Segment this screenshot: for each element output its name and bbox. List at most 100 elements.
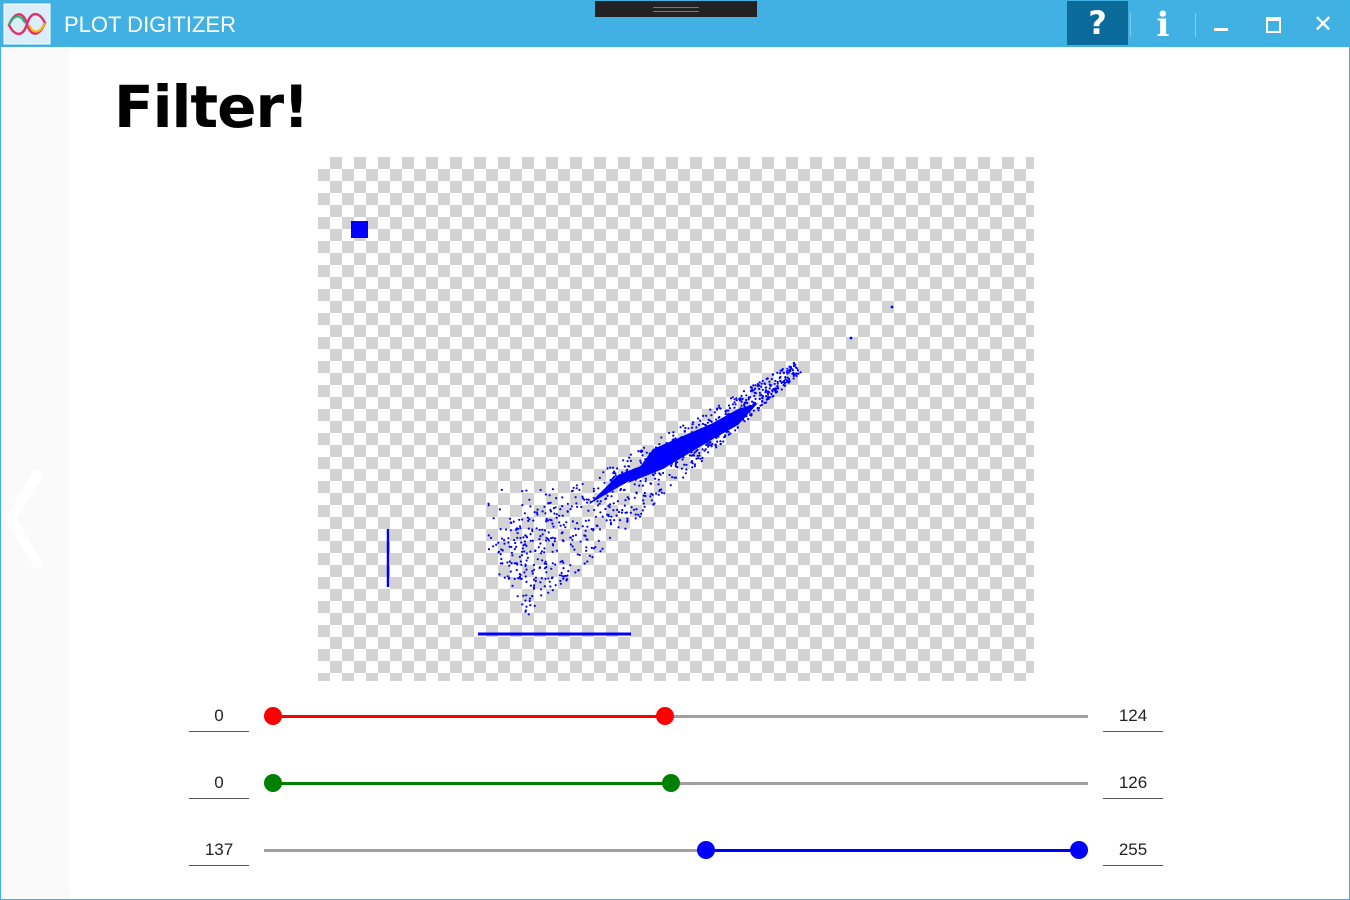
maximize-button[interactable]: [1253, 1, 1293, 45]
scatter-point: [761, 397, 764, 400]
scatter-point: [639, 461, 642, 464]
scatter-point: [559, 579, 562, 583]
scatter-point: [506, 575, 509, 578]
scatter-point: [503, 542, 506, 545]
scatter-point: [644, 458, 647, 461]
scatter-point: [523, 571, 526, 574]
scatter-point: [580, 505, 583, 509]
scatter-point: [794, 372, 797, 375]
scatter-point: [543, 505, 546, 508]
scatter-point: [519, 573, 522, 576]
scatter-point: [745, 413, 748, 417]
scatter-point: [741, 415, 744, 418]
scatter-point: [780, 388, 783, 391]
blue-min-field[interactable]: 137: [189, 835, 249, 866]
scatter-point: [747, 398, 750, 401]
scatter-point: [558, 514, 561, 517]
blue-range-fill: [706, 849, 1079, 852]
blue-max-field[interactable]: 255: [1103, 835, 1163, 866]
green-min-handle[interactable]: [264, 774, 282, 792]
scatter-point: [511, 584, 514, 587]
scatter-point: [687, 427, 690, 430]
scatter-point: [641, 454, 644, 457]
scatter-point: [611, 477, 614, 480]
red-range-fill: [273, 715, 665, 718]
green-max-field[interactable]: 126: [1103, 768, 1163, 799]
scatter-point: [673, 476, 676, 479]
scatter-point: [543, 551, 546, 554]
scatter-point: [589, 500, 592, 503]
scatter-point: [770, 384, 773, 387]
blue-max-handle[interactable]: [1070, 841, 1088, 859]
scatter-point: [693, 441, 696, 444]
info-button[interactable]: i: [1139, 1, 1187, 45]
scatter-point: [612, 502, 615, 505]
title-bar[interactable]: PLOT DIGITIZER ? i ✕: [1, 1, 1349, 47]
scatter-point: [752, 403, 756, 406]
close-icon: ✕: [1312, 10, 1334, 38]
scatter-point: [624, 511, 627, 514]
scatter-points: [487, 305, 894, 616]
scatter-point: [693, 465, 696, 468]
scatter-point: [585, 538, 588, 541]
green-max-handle[interactable]: [662, 774, 681, 792]
red-range-slider[interactable]: [264, 707, 1088, 725]
scatter-point: [691, 443, 694, 446]
scatter-point: [543, 562, 546, 565]
scatter-point: [559, 508, 562, 511]
back-nav-strip[interactable]: [1, 47, 69, 899]
scatter-point: [679, 426, 682, 429]
blue-range-slider[interactable]: [264, 841, 1088, 859]
green-min-field[interactable]: 0: [189, 768, 249, 799]
scatter-point: [531, 572, 534, 575]
titlebar-separator: [1195, 13, 1196, 37]
scatter-point: [748, 411, 751, 414]
scatter-point: [565, 578, 569, 581]
scatter-point: [551, 589, 554, 592]
scatter-point: [742, 390, 746, 393]
scatter-point: [727, 425, 731, 429]
red-max-handle[interactable]: [655, 707, 674, 725]
green-range-slider[interactable]: [264, 774, 1088, 792]
scatter-point: [731, 403, 734, 406]
scatter-point: [527, 613, 530, 616]
scatter-point: [601, 547, 604, 550]
scatter-point: [591, 556, 594, 559]
scatter-point: [720, 422, 723, 425]
scatter-point: [705, 414, 708, 417]
blue-min-handle[interactable]: [697, 841, 716, 859]
scatter-point: [695, 426, 698, 429]
red-min-handle[interactable]: [264, 707, 282, 725]
scatter-point: [741, 397, 744, 400]
scatter-point: [718, 415, 721, 419]
scatter-point: [623, 504, 626, 507]
scatter-point: [690, 446, 694, 449]
scatter-point: [776, 380, 779, 384]
minimize-button[interactable]: [1201, 1, 1241, 45]
help-button[interactable]: ?: [1067, 1, 1128, 45]
scatter-point: [609, 519, 612, 522]
scatter-point: [538, 538, 541, 541]
scatter-point: [706, 421, 709, 424]
scatter-point: [639, 466, 642, 469]
red-min-field[interactable]: 0: [189, 701, 249, 732]
scatter-point: [726, 413, 729, 416]
scatter-point: [520, 563, 523, 566]
scatter-point: [717, 435, 720, 438]
scatter-point: [626, 520, 629, 523]
window-drag-handle[interactable]: [595, 1, 757, 17]
red-max-field[interactable]: 124: [1103, 701, 1163, 732]
scatter-point: [715, 418, 718, 421]
scatter-point: [697, 457, 700, 460]
filtered-image-canvas[interactable]: [318, 157, 1034, 681]
scatter-point: [708, 444, 712, 447]
scatter-point: [729, 413, 732, 416]
scatter-point: [716, 407, 719, 410]
scatter-point: [752, 409, 755, 412]
close-button[interactable]: ✕: [1303, 1, 1343, 45]
scatter-point: [540, 550, 543, 553]
scatter-point: [509, 529, 512, 532]
scatter-point: [497, 541, 500, 544]
scatter-point: [524, 543, 527, 546]
scatter-point: [543, 529, 547, 532]
